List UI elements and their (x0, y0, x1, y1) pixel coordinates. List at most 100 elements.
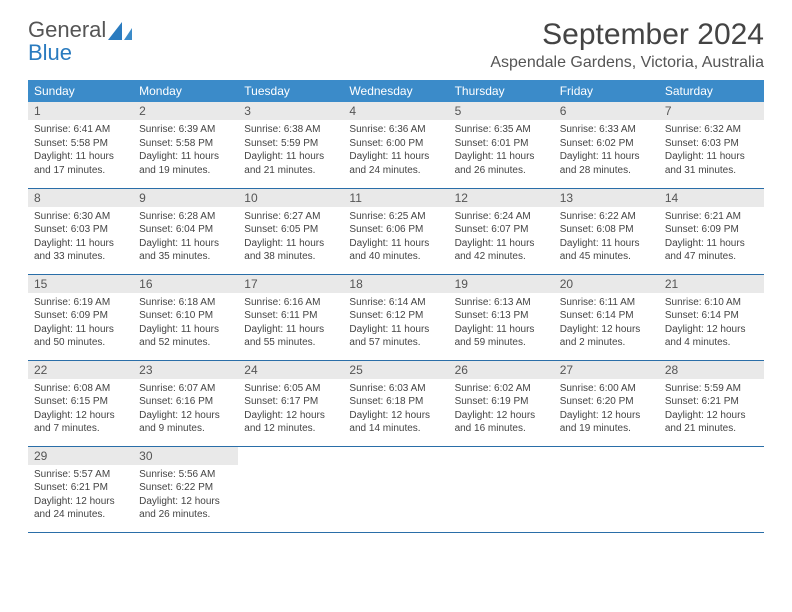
daylight-text-2: and 17 minutes. (34, 164, 127, 178)
sunrise-text: Sunrise: 6:11 AM (560, 296, 653, 310)
logo-line2: Blue (28, 40, 72, 65)
sunrise-text: Sunrise: 6:07 AM (139, 382, 232, 396)
day-number: 25 (343, 361, 448, 379)
day-number: 18 (343, 275, 448, 293)
daylight-text-1: Daylight: 12 hours (665, 323, 758, 337)
header: General Blue September 2024 Aspendale Ga… (28, 18, 764, 72)
logo-sail-icon (108, 22, 134, 46)
day-number: 3 (238, 102, 343, 120)
sunset-text: Sunset: 6:07 PM (455, 223, 548, 237)
daylight-text-1: Daylight: 11 hours (560, 237, 653, 251)
sunrise-text: Sunrise: 6:41 AM (34, 123, 127, 137)
sunset-text: Sunset: 6:06 PM (349, 223, 442, 237)
sunrise-text: Sunrise: 6:10 AM (665, 296, 758, 310)
sunrise-text: Sunrise: 6:19 AM (34, 296, 127, 310)
day-number: 16 (133, 275, 238, 293)
day-body: Sunrise: 5:59 AMSunset: 6:21 PMDaylight:… (659, 379, 764, 439)
sunset-text: Sunset: 6:08 PM (560, 223, 653, 237)
sunset-text: Sunset: 6:21 PM (34, 481, 127, 495)
daylight-text-2: and 57 minutes. (349, 336, 442, 350)
day-cell (343, 446, 448, 532)
daylight-text-2: and 28 minutes. (560, 164, 653, 178)
day-body: Sunrise: 6:36 AMSunset: 6:00 PMDaylight:… (343, 120, 448, 180)
day-number: 24 (238, 361, 343, 379)
sunset-text: Sunset: 6:09 PM (665, 223, 758, 237)
sunrise-text: Sunrise: 6:18 AM (139, 296, 232, 310)
day-cell (659, 446, 764, 532)
daylight-text-1: Daylight: 12 hours (34, 495, 127, 509)
sunrise-text: Sunrise: 6:33 AM (560, 123, 653, 137)
dayname-sat: Saturday (659, 80, 764, 102)
day-body: Sunrise: 6:24 AMSunset: 6:07 PMDaylight:… (449, 207, 554, 267)
sunset-text: Sunset: 6:04 PM (139, 223, 232, 237)
dayname-row: Sunday Monday Tuesday Wednesday Thursday… (28, 80, 764, 102)
day-cell: 1Sunrise: 6:41 AMSunset: 5:58 PMDaylight… (28, 102, 133, 188)
day-number: 23 (133, 361, 238, 379)
daylight-text-2: and 47 minutes. (665, 250, 758, 264)
sunrise-text: Sunrise: 6:13 AM (455, 296, 548, 310)
daylight-text-1: Daylight: 12 hours (34, 409, 127, 423)
daylight-text-1: Daylight: 11 hours (34, 150, 127, 164)
day-body: Sunrise: 6:27 AMSunset: 6:05 PMDaylight:… (238, 207, 343, 267)
day-number: 26 (449, 361, 554, 379)
daylight-text-2: and 9 minutes. (139, 422, 232, 436)
day-body: Sunrise: 6:32 AMSunset: 6:03 PMDaylight:… (659, 120, 764, 180)
day-cell: 7Sunrise: 6:32 AMSunset: 6:03 PMDaylight… (659, 102, 764, 188)
day-cell: 29Sunrise: 5:57 AMSunset: 6:21 PMDayligh… (28, 446, 133, 532)
day-cell: 25Sunrise: 6:03 AMSunset: 6:18 PMDayligh… (343, 360, 448, 446)
day-number: 27 (554, 361, 659, 379)
day-body: Sunrise: 6:08 AMSunset: 6:15 PMDaylight:… (28, 379, 133, 439)
day-cell: 24Sunrise: 6:05 AMSunset: 6:17 PMDayligh… (238, 360, 343, 446)
day-number: 20 (554, 275, 659, 293)
day-number: 29 (28, 447, 133, 465)
sunset-text: Sunset: 6:05 PM (244, 223, 337, 237)
sunset-text: Sunset: 6:17 PM (244, 395, 337, 409)
daylight-text-1: Daylight: 11 hours (455, 150, 548, 164)
day-body: Sunrise: 6:13 AMSunset: 6:13 PMDaylight:… (449, 293, 554, 353)
daylight-text-2: and 12 minutes. (244, 422, 337, 436)
sunrise-text: Sunrise: 6:16 AM (244, 296, 337, 310)
sunset-text: Sunset: 6:20 PM (560, 395, 653, 409)
dayname-wed: Wednesday (343, 80, 448, 102)
sunset-text: Sunset: 6:22 PM (139, 481, 232, 495)
sunrise-text: Sunrise: 6:32 AM (665, 123, 758, 137)
day-cell: 26Sunrise: 6:02 AMSunset: 6:19 PMDayligh… (449, 360, 554, 446)
day-body: Sunrise: 6:39 AMSunset: 5:58 PMDaylight:… (133, 120, 238, 180)
daylight-text-1: Daylight: 11 hours (455, 237, 548, 251)
day-cell: 23Sunrise: 6:07 AMSunset: 6:16 PMDayligh… (133, 360, 238, 446)
day-body: Sunrise: 5:57 AMSunset: 6:21 PMDaylight:… (28, 465, 133, 525)
sunset-text: Sunset: 6:01 PM (455, 137, 548, 151)
sunrise-text: Sunrise: 6:30 AM (34, 210, 127, 224)
sunrise-text: Sunrise: 6:24 AM (455, 210, 548, 224)
title-block: September 2024 Aspendale Gardens, Victor… (490, 18, 764, 72)
day-number: 1 (28, 102, 133, 120)
daylight-text-1: Daylight: 11 hours (244, 237, 337, 251)
day-cell: 6Sunrise: 6:33 AMSunset: 6:02 PMDaylight… (554, 102, 659, 188)
sunset-text: Sunset: 5:58 PM (139, 137, 232, 151)
day-body: Sunrise: 6:05 AMSunset: 6:17 PMDaylight:… (238, 379, 343, 439)
day-body: Sunrise: 6:19 AMSunset: 6:09 PMDaylight:… (28, 293, 133, 353)
day-body: Sunrise: 6:41 AMSunset: 5:58 PMDaylight:… (28, 120, 133, 180)
daylight-text-1: Daylight: 12 hours (139, 409, 232, 423)
week-row: 1Sunrise: 6:41 AMSunset: 5:58 PMDaylight… (28, 102, 764, 188)
week-row: 8Sunrise: 6:30 AMSunset: 6:03 PMDaylight… (28, 188, 764, 274)
day-cell: 15Sunrise: 6:19 AMSunset: 6:09 PMDayligh… (28, 274, 133, 360)
daylight-text-2: and 35 minutes. (139, 250, 232, 264)
day-body: Sunrise: 6:38 AMSunset: 5:59 PMDaylight:… (238, 120, 343, 180)
sunset-text: Sunset: 6:03 PM (665, 137, 758, 151)
sunrise-text: Sunrise: 6:21 AM (665, 210, 758, 224)
daylight-text-1: Daylight: 11 hours (244, 323, 337, 337)
sunrise-text: Sunrise: 6:02 AM (455, 382, 548, 396)
sunset-text: Sunset: 6:09 PM (34, 309, 127, 323)
day-body: Sunrise: 6:30 AMSunset: 6:03 PMDaylight:… (28, 207, 133, 267)
logo: General Blue (28, 18, 134, 64)
daylight-text-2: and 21 minutes. (665, 422, 758, 436)
day-cell: 16Sunrise: 6:18 AMSunset: 6:10 PMDayligh… (133, 274, 238, 360)
daylight-text-2: and 33 minutes. (34, 250, 127, 264)
dayname-thu: Thursday (449, 80, 554, 102)
sunrise-text: Sunrise: 6:05 AM (244, 382, 337, 396)
day-cell: 12Sunrise: 6:24 AMSunset: 6:07 PMDayligh… (449, 188, 554, 274)
week-row: 15Sunrise: 6:19 AMSunset: 6:09 PMDayligh… (28, 274, 764, 360)
daylight-text-2: and 14 minutes. (349, 422, 442, 436)
week-row: 29Sunrise: 5:57 AMSunset: 6:21 PMDayligh… (28, 446, 764, 532)
